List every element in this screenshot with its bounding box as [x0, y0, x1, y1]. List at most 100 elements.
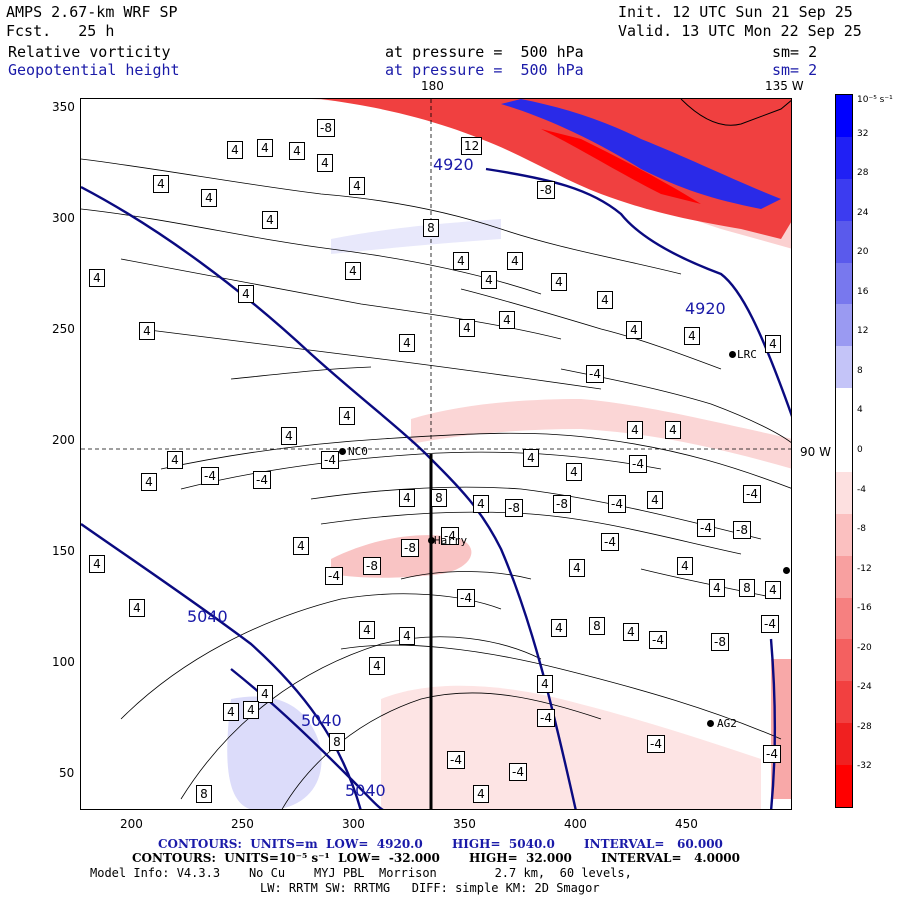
contour-label: -8: [317, 119, 335, 137]
contour-label: 4: [369, 657, 385, 675]
colorbar-label: 32: [857, 128, 869, 139]
colorbar-swatch: [836, 639, 852, 682]
contour-label: 4: [507, 252, 523, 270]
height-label: 4920: [685, 299, 726, 318]
contour-label: -4: [647, 735, 665, 753]
y-tick: 200: [52, 433, 75, 447]
contour-label: 4: [281, 427, 297, 445]
colorbar-label: -12: [857, 563, 872, 574]
parallel-90w-label: 90 W: [800, 445, 831, 459]
contour-label: 4: [459, 319, 475, 337]
map-plot-area[interactable]: 4 4 4 4 4 4 4 4 8 -8 12 -8 4 4 4 4 4 4 4…: [80, 98, 792, 810]
contour-label: -4: [601, 533, 619, 551]
y-tick: 300: [52, 211, 75, 225]
contour-label: 4: [317, 154, 333, 172]
contour-label: -4: [253, 471, 271, 489]
contour-label: 4: [551, 619, 567, 637]
contour-label: -4: [447, 751, 465, 769]
pressure-level-2: at pressure = 500 hPa: [385, 61, 584, 79]
contour-label: -4: [325, 567, 343, 585]
colorbar-label: 12: [857, 326, 869, 337]
init-time: Init. 12 UTC Sun 21 Sep 25: [618, 3, 853, 21]
colorbar-swatch: [836, 597, 852, 640]
contour-label: 4: [289, 142, 305, 160]
contour-label: 4: [569, 559, 585, 577]
station-label: AG2: [717, 717, 737, 730]
colorbar-label: 28: [857, 168, 869, 179]
colorbar-label: 20: [857, 247, 869, 258]
contour-label: 4: [627, 421, 643, 439]
contour-label: -8: [401, 539, 419, 557]
meridian-180-label: 180: [421, 79, 444, 93]
x-tick: 250: [231, 817, 254, 831]
colorbar-label: -8: [857, 524, 866, 535]
contour-label: 4: [665, 421, 681, 439]
colorbar: [835, 94, 853, 808]
contour-label: -4: [321, 451, 339, 469]
x-tick: 400: [564, 817, 587, 831]
contour-label: 4: [647, 491, 663, 509]
contour-label: 4: [765, 335, 781, 353]
footer-vorticity-contours: CONTOURS: UNITS=10⁻⁵ s⁻¹ LOW= -32.000 HI…: [132, 851, 740, 865]
contour-label: 4: [257, 139, 273, 157]
colorbar-label: 24: [857, 207, 869, 218]
y-tick: 350: [52, 100, 75, 114]
x-tick: 450: [675, 817, 698, 831]
contour-label: 4: [523, 449, 539, 467]
contour-label: 12: [461, 137, 483, 155]
contour-label: -4: [649, 631, 667, 649]
colorbar-swatch: [836, 346, 852, 389]
colorbar-label: 8: [857, 365, 863, 376]
colorbar-swatch: [836, 178, 852, 222]
contour-label: -8: [363, 557, 381, 575]
colorbar-swatch: [836, 262, 852, 305]
contour-label: -8: [505, 499, 523, 517]
contour-label: 8: [329, 733, 345, 751]
meridian-135w-label: 135 W: [765, 79, 804, 93]
colorbar-swatch: [836, 430, 852, 473]
smoothing-1: sm= 2: [772, 43, 818, 61]
contour-label: 4: [243, 701, 259, 719]
forecast-hour: Fcst. 25 h: [6, 22, 115, 40]
colorbar-label: 4: [857, 405, 863, 416]
field-vorticity: Relative vorticity: [8, 43, 171, 61]
contour-label: 4: [293, 537, 309, 555]
contour-label: -4: [586, 365, 604, 383]
contour-label: 4: [89, 555, 105, 573]
contour-label: 4: [399, 489, 415, 507]
station-label: LRC: [737, 348, 757, 361]
y-tick: 100: [52, 655, 75, 669]
contour-label: -4: [201, 467, 219, 485]
contour-label: 4: [349, 177, 365, 195]
contour-label: 4: [551, 273, 567, 291]
colorbar-swatch: [836, 765, 852, 808]
contour-label: 4: [238, 285, 254, 303]
contour-label: -4: [743, 485, 761, 503]
contour-label: -4: [761, 615, 779, 633]
contour-label: 4: [223, 703, 239, 721]
model-title: AMPS 2.67-km WRF SP: [6, 3, 178, 21]
contour-label: 4: [537, 675, 553, 693]
contour-label: 4: [227, 141, 243, 159]
contour-label: 4: [566, 463, 582, 481]
contour-label: -4: [441, 527, 459, 545]
contour-label: 4: [453, 252, 469, 270]
contour-label: 4: [262, 211, 278, 229]
valid-time: Valid. 13 UTC Mon 22 Sep 25: [618, 22, 862, 40]
colorbar-swatch: [836, 555, 852, 599]
colorbar-label: -32: [857, 761, 872, 772]
contour-label: 4: [139, 322, 155, 340]
contour-label: -4: [509, 763, 527, 781]
contour-label: 4: [499, 311, 515, 329]
contour-label: -4: [608, 495, 626, 513]
footer-height-contours: CONTOURS: UNITS=m LOW= 4920.0 HIGH= 5040…: [158, 837, 723, 851]
colorbar-swatch: [836, 471, 852, 515]
colorbar-swatch: [836, 95, 852, 138]
station-label: Harry: [434, 534, 468, 547]
footer-physics: LW: RRTM SW: RRTMG DIFF: simple KM: 2D S…: [260, 881, 600, 895]
colorbar-swatch: [836, 723, 852, 766]
contour-label: 4: [481, 271, 497, 289]
contour-label: 4: [684, 327, 700, 345]
station-label: NC0: [348, 445, 368, 458]
map-svg: [81, 99, 791, 809]
